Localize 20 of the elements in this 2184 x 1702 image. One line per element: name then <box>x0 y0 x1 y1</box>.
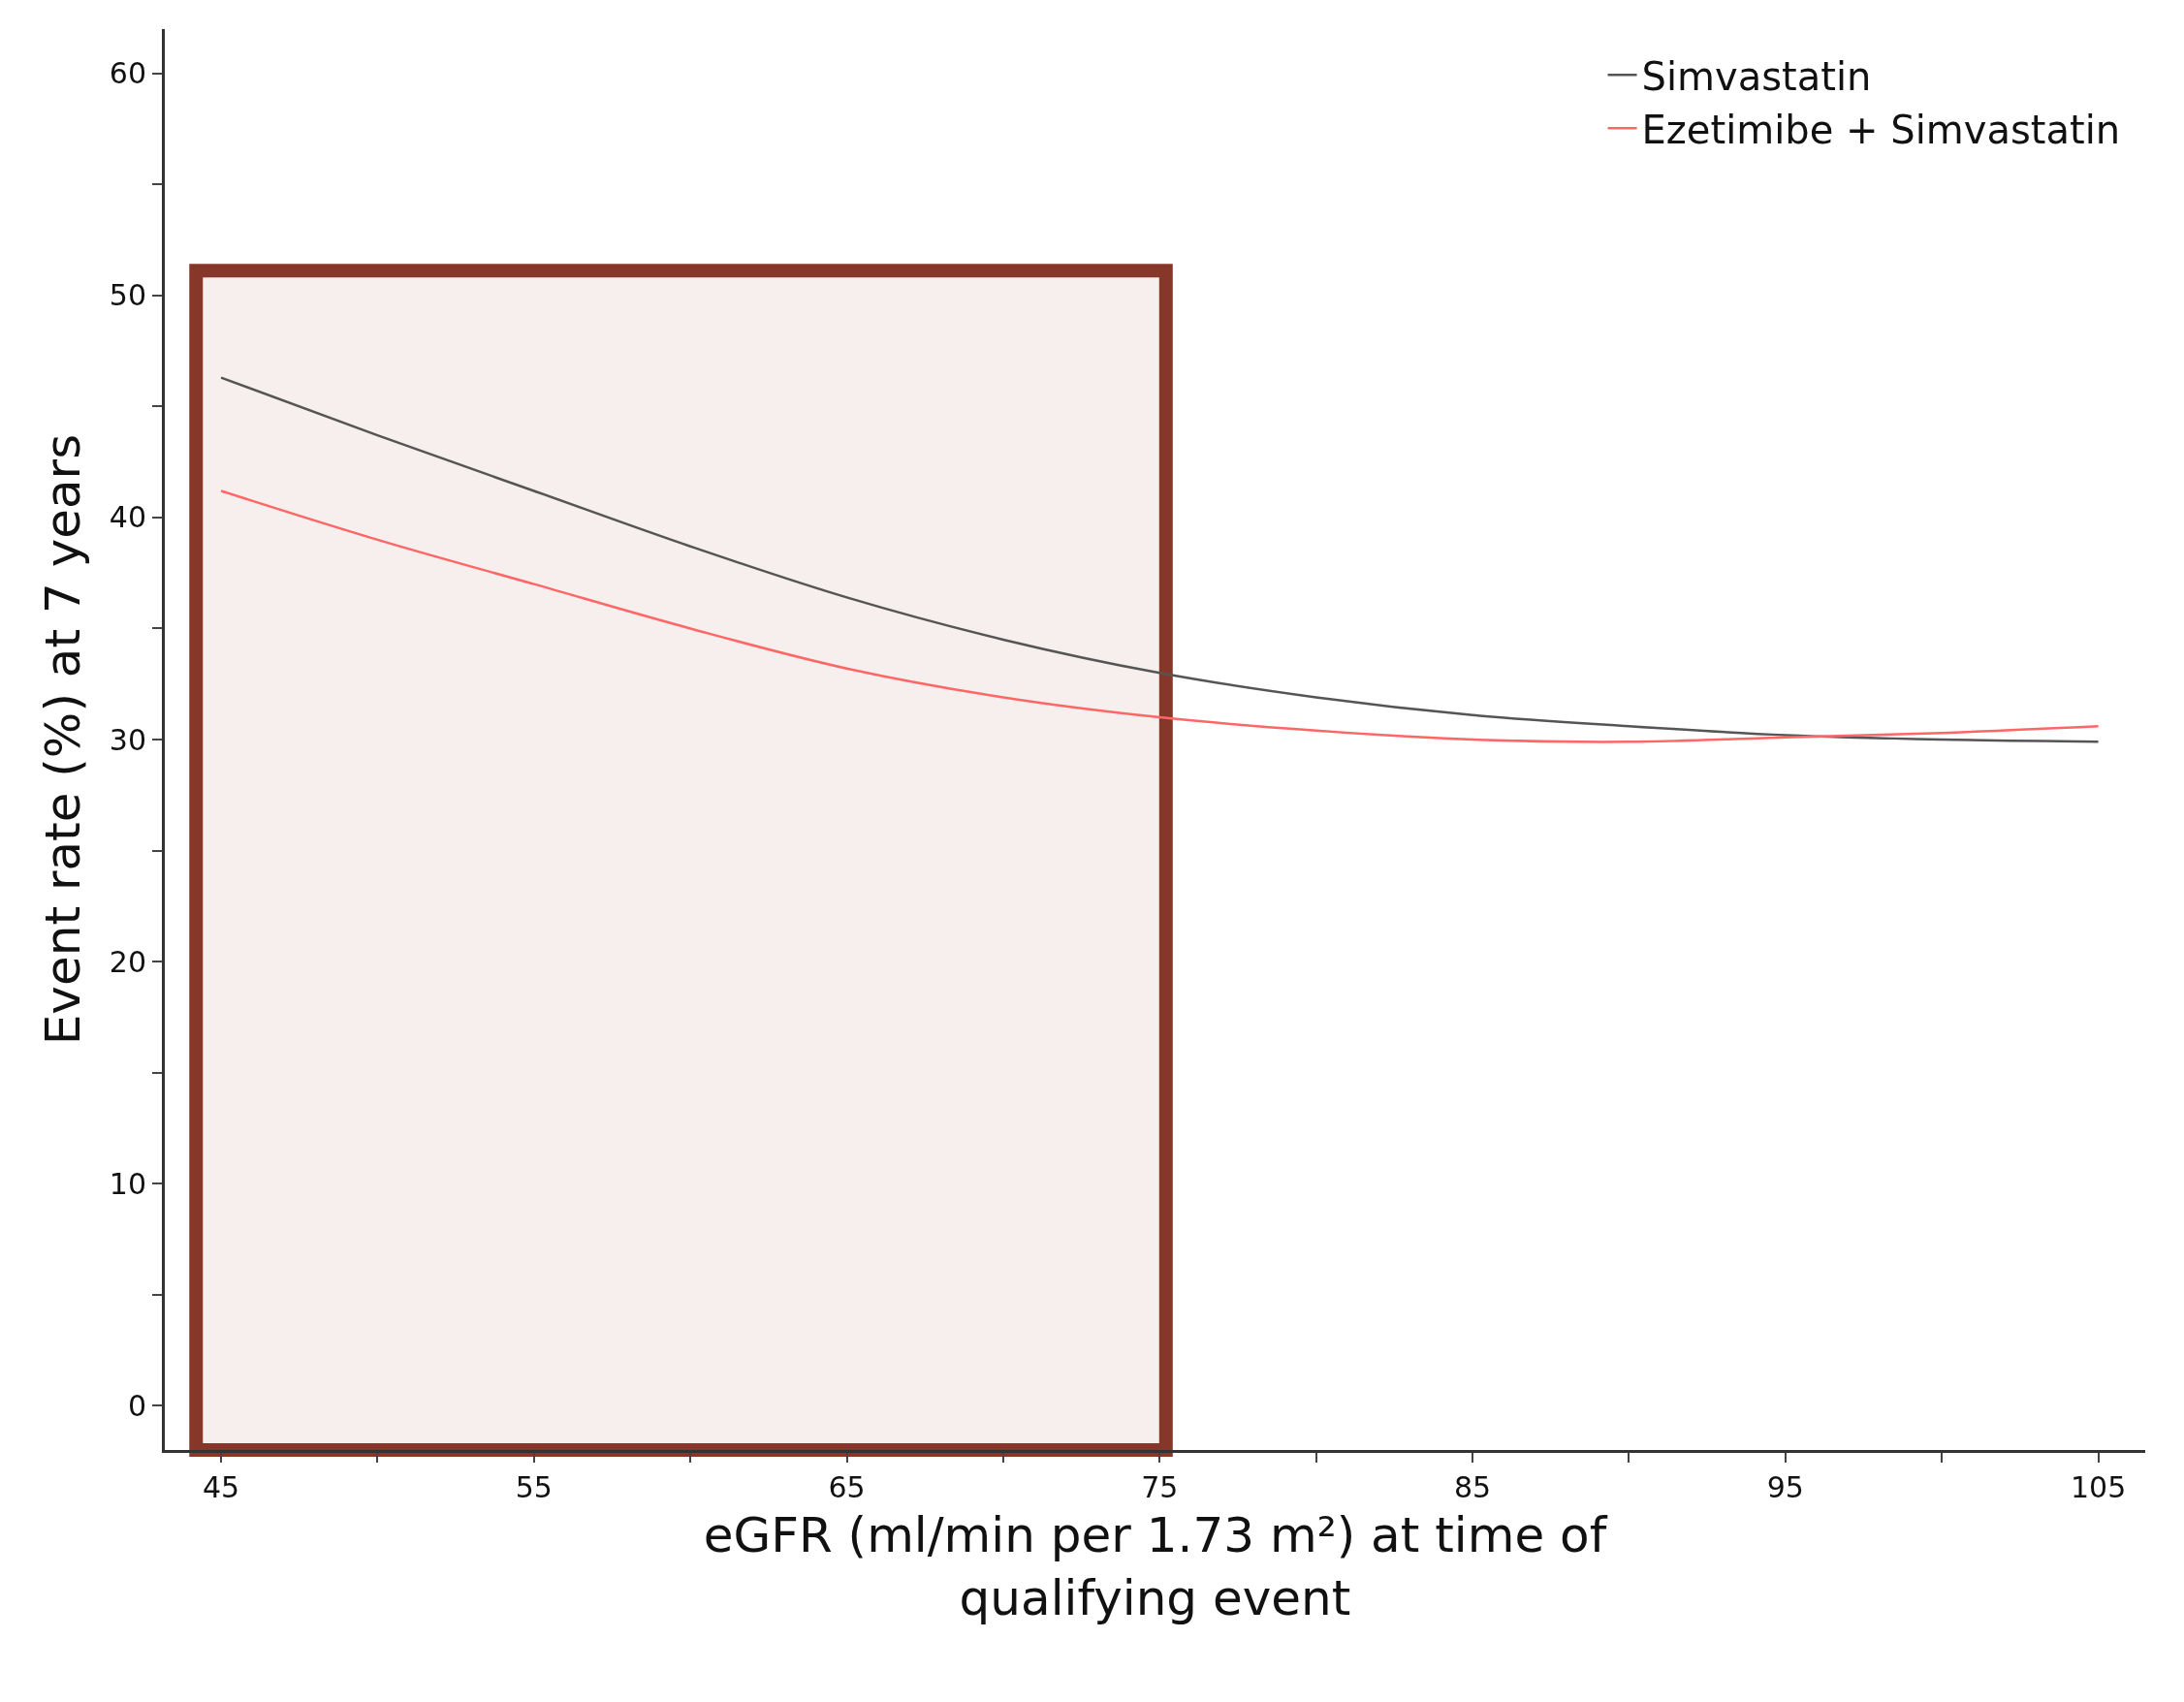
x-tick-label: 65 <box>828 1470 866 1504</box>
x-tick-label: 95 <box>1766 1470 1804 1504</box>
x-tick-label: 45 <box>203 1470 240 1504</box>
y-axis-title: Event rate (%) at 7 years <box>34 433 91 1046</box>
legend-label: Ezetimibe + Simvastatin <box>1641 107 2121 152</box>
y-tick-label: 60 <box>109 56 146 91</box>
x-tick-label: 55 <box>515 1470 553 1504</box>
x-tick-label: 85 <box>1454 1470 1492 1504</box>
line-series <box>219 489 2100 743</box>
y-tick-label: 30 <box>109 722 146 757</box>
x-tick-label: 75 <box>1141 1470 1179 1504</box>
line-series <box>219 376 2100 743</box>
y-tick-label: 50 <box>109 278 146 313</box>
y-tick-label: 0 <box>127 1388 146 1423</box>
y-tick-label: 40 <box>109 500 146 535</box>
y-tick-label: 10 <box>109 1166 146 1201</box>
x-tick-label: 105 <box>2070 1470 2127 1504</box>
x-axis-title: eGFR (ml/min per 1.73 m²) at time of qualifying event <box>703 1506 1608 1626</box>
y-tick-label: 20 <box>109 944 146 979</box>
legend-label: Simvastatin <box>1641 53 1872 99</box>
